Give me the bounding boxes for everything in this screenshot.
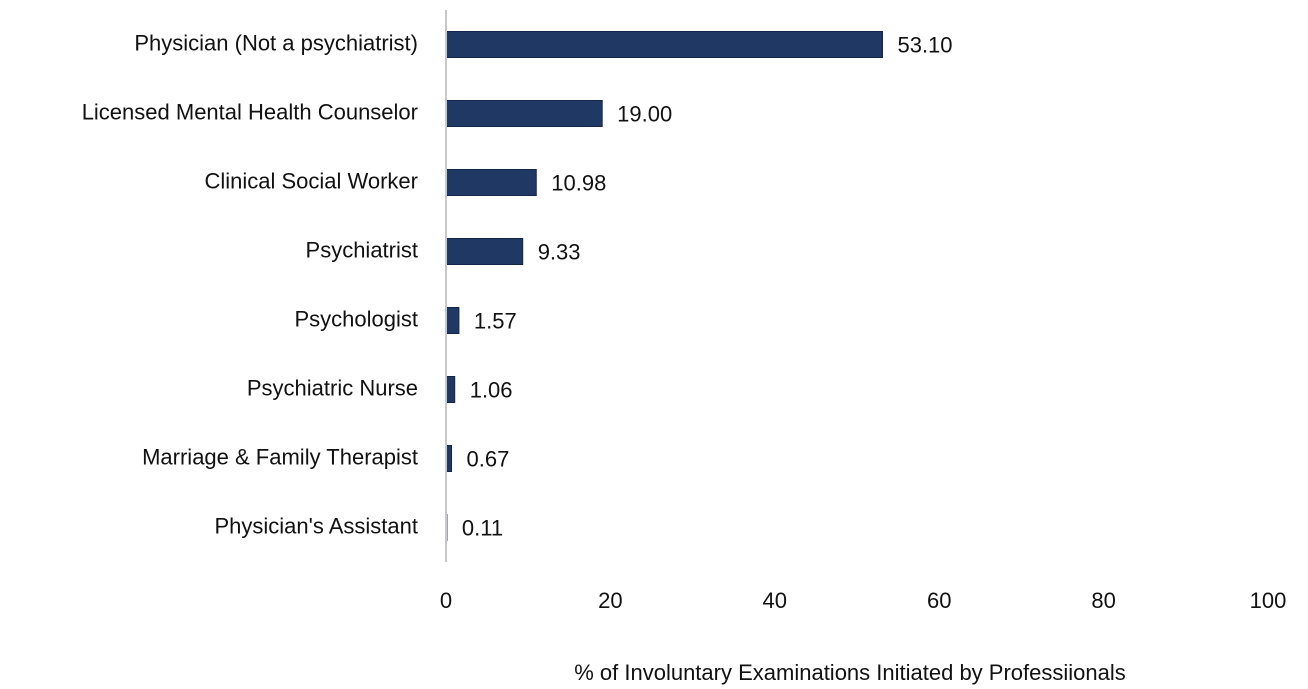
x-tick-label: 80 <box>1091 588 1115 613</box>
y-tick-label: Physician's Assistant <box>214 513 418 538</box>
value-label: 9.33 <box>538 239 581 264</box>
bar <box>445 307 460 334</box>
x-tick-label: 60 <box>927 588 951 613</box>
y-tick-label: Clinical Social Worker <box>204 168 418 193</box>
value-label: 1.57 <box>474 308 517 333</box>
value-label: 0.11 <box>462 515 503 540</box>
bar <box>445 100 603 127</box>
bar <box>445 169 537 196</box>
value-label: 53.10 <box>897 32 952 57</box>
x-axis-label: % of Involuntary Examinations Initiated … <box>574 660 1126 685</box>
value-label: 10.98 <box>551 170 606 195</box>
x-tick-label: 0 <box>440 588 452 613</box>
x-tick-label: 40 <box>763 588 787 613</box>
x-tick-label: 20 <box>598 588 622 613</box>
value-label: 0.67 <box>467 446 510 471</box>
value-label: 1.06 <box>470 377 513 402</box>
value-label: 19.00 <box>617 101 672 126</box>
y-tick-label: Marriage & Family Therapist <box>142 444 418 469</box>
y-tick-label: Physician (Not a psychiatrist) <box>134 30 418 55</box>
bar <box>445 31 883 58</box>
y-tick-label: Psychologist <box>294 306 418 331</box>
x-tick-label: 100 <box>1250 588 1287 613</box>
y-tick-label: Licensed Mental Health Counselor <box>82 99 418 124</box>
bar <box>445 376 456 403</box>
bar <box>445 238 524 265</box>
y-tick-label: Psychiatric Nurse <box>247 375 418 400</box>
y-tick-label: Psychiatrist <box>306 237 418 262</box>
